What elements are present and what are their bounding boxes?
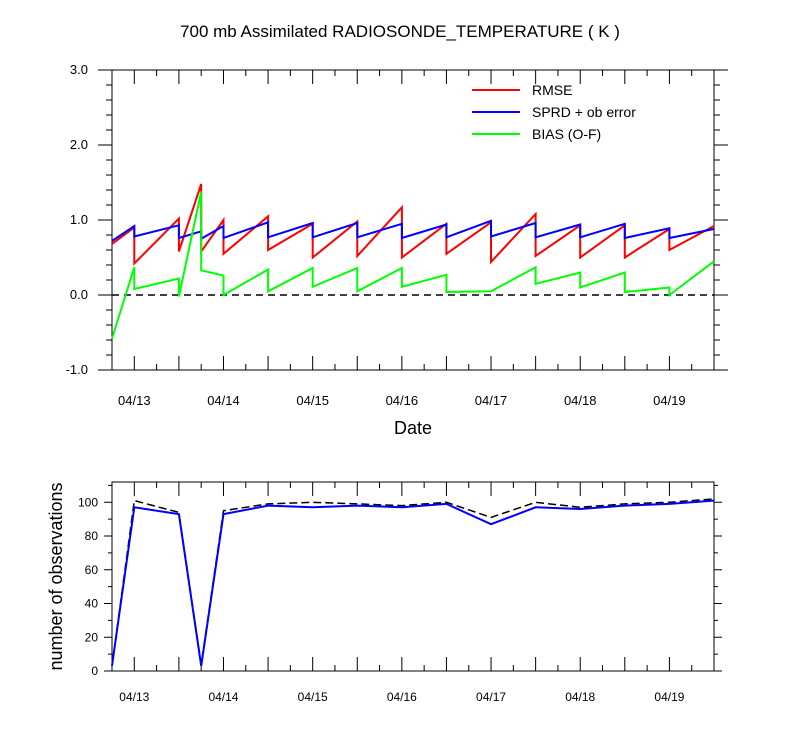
bottom-x-tick-label: 04/17 (476, 690, 506, 704)
bottom-plot-frame (111, 481, 715, 672)
top-x-tick-label: 04/16 (386, 393, 419, 408)
bottom-x-tick-label: 04/18 (565, 690, 595, 704)
bottom-y-tick-label: 80 (85, 529, 99, 543)
top-y-tick-label: -1.0 (66, 362, 88, 377)
bottom-x-tick-label: 04/13 (119, 690, 149, 704)
bottom-x-tick-label: 04/16 (387, 690, 417, 704)
bottom-y-axis-label: number of observations (46, 482, 66, 670)
bottom-plot: 04/13 04/14 04/15 04/16 04/17 04/18 04/19 0 20 40… (46, 481, 722, 704)
bottom-y-tick-label: 0 (91, 664, 98, 678)
bottom-x-tick-label: 04/14 (208, 690, 238, 704)
top-x-tick-label: 04/15 (296, 393, 329, 408)
top-series-sprd-ob-error (111, 219, 715, 242)
top-x-axis-label: Date (393, 418, 433, 438)
top-y-tick-label: 1.0 (70, 212, 88, 227)
top-x-tick-label: 04/14 (207, 393, 240, 408)
top-x-tick-label: 04/17 (475, 393, 508, 408)
bottom-y-tick-label: 100 (78, 495, 98, 509)
legend-label-bias-o-f: BIAS (O-F) (532, 126, 601, 142)
top-series-bias-o-f (111, 191, 715, 339)
bottom-x-tick-label: 04/19 (654, 690, 684, 704)
bottom-y-tick-label: 20 (85, 630, 99, 644)
top-x-tick-label: 04/18 (564, 393, 597, 408)
bottom-series-assimilated-observations (111, 499, 715, 667)
top-x-tick-label: 04/19 (653, 393, 686, 408)
top-x-tick-label: 04/13 (118, 393, 151, 408)
top-y-tick-label: 3.0 (70, 62, 88, 77)
top-y-tick-label: 0.0 (70, 287, 88, 302)
top-series-rmse (111, 183, 715, 266)
bottom-y-tick-label: 60 (85, 563, 99, 577)
legend-label-rmse: RMSE (532, 82, 572, 98)
bottom-y-tick-label: 40 (85, 597, 99, 611)
bottom-series-possible-observations (111, 498, 715, 667)
chart-title: 700 mb Assimilated RADIOSONDE_TEMPERATUR… (180, 22, 620, 41)
top-plot: 04/13 04/14 04/15 04/16 04/17 04/18 04/19 -1.0 0… (66, 62, 728, 408)
top-y-tick-label: 2.0 (70, 137, 88, 152)
legend-label-sprd-ob-error: SPRD + ob error (532, 104, 636, 120)
bottom-x-tick-label: 04/15 (298, 690, 328, 704)
